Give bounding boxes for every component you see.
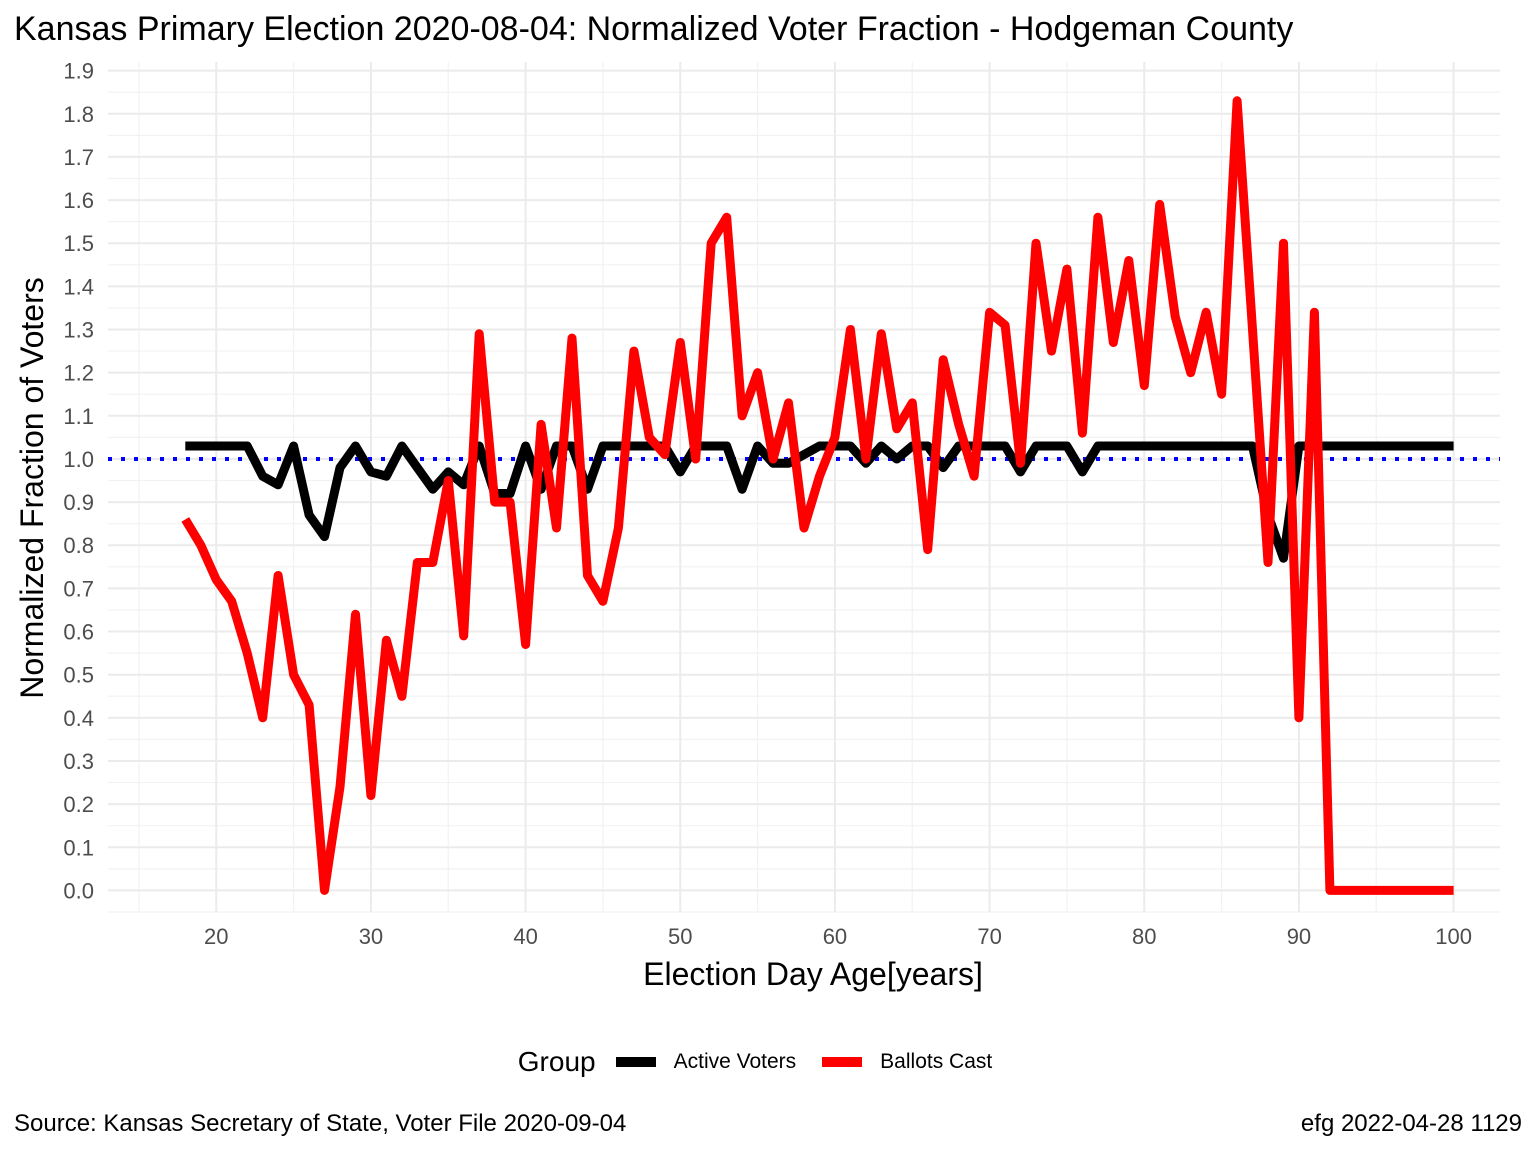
legend-key-ballots-cast bbox=[822, 1057, 863, 1067]
y-tick-label: 1.2 bbox=[63, 361, 94, 386]
x-tick-label: 80 bbox=[1132, 924, 1156, 949]
chart-title: Kansas Primary Election 2020-08-04: Norm… bbox=[14, 10, 1294, 48]
series-layer bbox=[181, 96, 1454, 895]
x-tick-label: 60 bbox=[823, 924, 847, 949]
x-tick-label: 40 bbox=[513, 924, 537, 949]
author-caption: efg 2022-04-28 1129 bbox=[1300, 1110, 1522, 1137]
x-tick-label: 30 bbox=[359, 924, 383, 949]
y-tick-label: 0.5 bbox=[63, 663, 94, 688]
y-tick-label: 1.6 bbox=[63, 188, 94, 213]
y-tick-label: 1.5 bbox=[63, 231, 94, 256]
x-tick-label: 50 bbox=[668, 924, 692, 949]
series-line-ballots-cast bbox=[181, 96, 1454, 895]
y-tick-label: 0.7 bbox=[63, 576, 94, 601]
series-line-active-voters bbox=[185, 441, 1454, 563]
y-tick-labels: 0.0 0.1 0.2 0.3 0.4 0.5 0.6 0.7 0.8 0.9 1.0 1.1 1.2 1… bbox=[63, 59, 94, 904]
legend: Group Active Voters Ballots Cast bbox=[0, 1040, 1536, 1084]
y-tick-label: 0.9 bbox=[63, 490, 94, 515]
x-axis-title: Election Day Age[years] bbox=[643, 956, 983, 992]
y-tick-label: 1.4 bbox=[63, 274, 94, 299]
y-axis-title: Normalized Fraction of Voters bbox=[14, 277, 50, 699]
x-tick-label: 20 bbox=[204, 924, 228, 949]
y-tick-label: 0.8 bbox=[63, 533, 94, 558]
legend-key-active-voters bbox=[615, 1057, 656, 1067]
y-tick-label: 0.2 bbox=[63, 792, 94, 817]
legend-label-ballots-cast: Ballots Cast bbox=[880, 1050, 993, 1073]
y-tick-label: 1.7 bbox=[63, 145, 94, 170]
y-tick-label: 0.4 bbox=[63, 706, 94, 731]
y-tick-label: 1.8 bbox=[63, 102, 94, 127]
y-tick-label: 1.9 bbox=[63, 59, 94, 84]
legend-label-active-voters: Active Voters bbox=[673, 1050, 797, 1073]
source-caption: Source: Kansas Secretary of State, Voter… bbox=[14, 1110, 627, 1137]
y-tick-label: 0.0 bbox=[63, 878, 94, 903]
y-tick-label: 0.1 bbox=[63, 835, 94, 860]
y-tick-label: 1.1 bbox=[63, 404, 94, 429]
x-tick-label: 70 bbox=[977, 924, 1001, 949]
y-tick-label: 0.6 bbox=[63, 620, 94, 645]
y-tick-label: 0.3 bbox=[63, 749, 94, 774]
x-tick-labels: 20 30 40 50 60 70 80 90 100 bbox=[204, 924, 1472, 949]
x-tick-label: 100 bbox=[1435, 924, 1472, 949]
x-tick-label: 90 bbox=[1287, 924, 1311, 949]
y-tick-label: 1.0 bbox=[63, 447, 94, 472]
legend-title: Group bbox=[517, 1046, 596, 1077]
y-tick-label: 1.3 bbox=[63, 318, 94, 343]
